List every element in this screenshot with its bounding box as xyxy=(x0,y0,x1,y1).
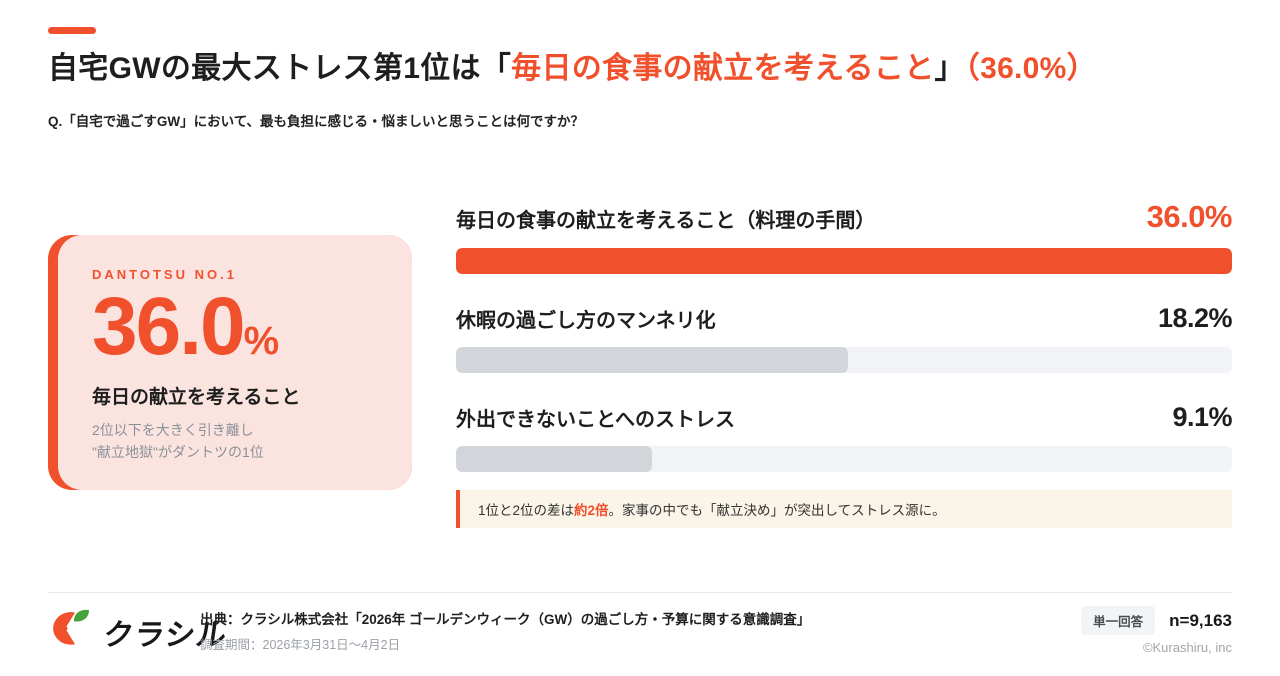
highlight-description-line2: "献立地獄"がダントツの1位 xyxy=(92,444,264,461)
highlight-description-line1: 2位以下を大きく引き離し xyxy=(92,422,254,438)
chart-row-2-head: 休暇の過ごし方のマンネリ化 18.2% xyxy=(456,303,1233,334)
title-highlight: 毎日の食事の献立を考えること xyxy=(511,52,935,85)
title-segment: 自宅GWの最大ストレス第1位は xyxy=(48,52,481,85)
title-percentage: （36.0%） xyxy=(964,52,1097,85)
kurashiru-logo-icon xyxy=(48,606,94,657)
page-title: 自宅GWの最大ストレス第1位は「毎日の食事の献立を考えること」（36.0%） xyxy=(48,50,1228,88)
kurashiru-logo: クラシル xyxy=(48,606,229,657)
chart-row-3-bar-fill xyxy=(456,446,653,472)
note-highlight: 約2倍 xyxy=(574,503,609,518)
chart-row-1: 毎日の食事の献立を考えること（料理の手間） 36.0% xyxy=(456,199,1233,274)
highlight-value-unit: % xyxy=(243,319,280,363)
chart-row-2-value: 18.2% xyxy=(1157,303,1233,333)
copyright: ©Kurashiru, inc xyxy=(1142,640,1232,655)
highlight-value-number: 36.0 xyxy=(92,281,246,372)
footer-divider xyxy=(48,592,1232,593)
survey-meta: 単一回答 n=9,163 xyxy=(1081,606,1232,635)
highlight-label: 毎日の献立を考えること xyxy=(92,387,301,408)
survey-period: 調査期間：2026年3月31日〜4月2日 xyxy=(200,638,401,652)
highlight-value: 36.0% xyxy=(92,286,382,368)
accent-dash xyxy=(48,27,96,34)
chart-row-2: 休暇の過ごし方のマンネリ化 18.2% xyxy=(456,303,1233,373)
chart-row-2-bar-track xyxy=(456,347,1232,373)
highlight-description: 2位以下を大きく引き離し "献立地獄"がダントツの1位 xyxy=(92,419,382,464)
answer-type-badge: 単一回答 xyxy=(1081,606,1156,635)
note-text-2: 。家事の中でも「献立決め」が突出してストレス源に。 xyxy=(608,503,946,518)
insight-note: 1位と2位の差は 約2倍 。家事の中でも「献立決め」が突出してストレス源に。 xyxy=(456,490,1232,528)
chart-row-3-label: 外出できないことへのストレス xyxy=(456,409,735,431)
highlight-card: DANTOTSU NO.1 36.0% 毎日の献立を考えること 2位以下を大きく… xyxy=(48,235,412,490)
source-block: 出典：クラシル株式会社「2026年 ゴールデンウィーク（GW）の過ごし方・予算に… xyxy=(200,608,810,653)
source-line: 出典：クラシル株式会社「2026年 ゴールデンウィーク（GW）の過ごし方・予算に… xyxy=(200,612,811,627)
chart-row-3-bar-track xyxy=(456,446,1232,472)
title-close-bracket: 」 xyxy=(934,52,965,85)
title-open-bracket: 「 xyxy=(480,52,512,85)
highlight-eyebrow: DANTOTSU NO.1 xyxy=(92,267,237,282)
chart-row-1-bar-track xyxy=(456,248,1232,274)
highlight-card-inner: DANTOTSU NO.1 36.0% 毎日の献立を考えること 2位以下を大きく… xyxy=(58,235,412,490)
chart-row-3: 外出できないことへのストレス 9.1% xyxy=(456,402,1232,472)
survey-question: Q.「自宅で過ごすGW」において、最も負担に感じる・悩ましいと思うことは何ですか… xyxy=(48,114,585,129)
chart-row-3-value: 9.1% xyxy=(1172,402,1232,432)
chart-row-2-label: 休暇の過ごし方のマンネリ化 xyxy=(456,310,716,332)
chart-row-2-bar-fill xyxy=(456,347,849,373)
chart-row-3-head: 外出できないことへのストレス 9.1% xyxy=(456,402,1232,433)
sample-size: n=9,163 xyxy=(1169,610,1232,630)
chart-row-1-label: 毎日の食事の献立を考えること（料理の手間） xyxy=(456,210,876,232)
note-text-1: 1位と2位の差は xyxy=(478,503,575,518)
chart-row-1-value: 36.0% xyxy=(1146,199,1233,234)
chart-row-1-head: 毎日の食事の献立を考えること（料理の手間） 36.0% xyxy=(456,199,1233,235)
chart-row-1-bar-fill xyxy=(456,248,1232,274)
bar-chart: 毎日の食事の献立を考えること（料理の手間） 36.0% 休暇の過ごし方のマンネリ… xyxy=(456,199,1233,501)
